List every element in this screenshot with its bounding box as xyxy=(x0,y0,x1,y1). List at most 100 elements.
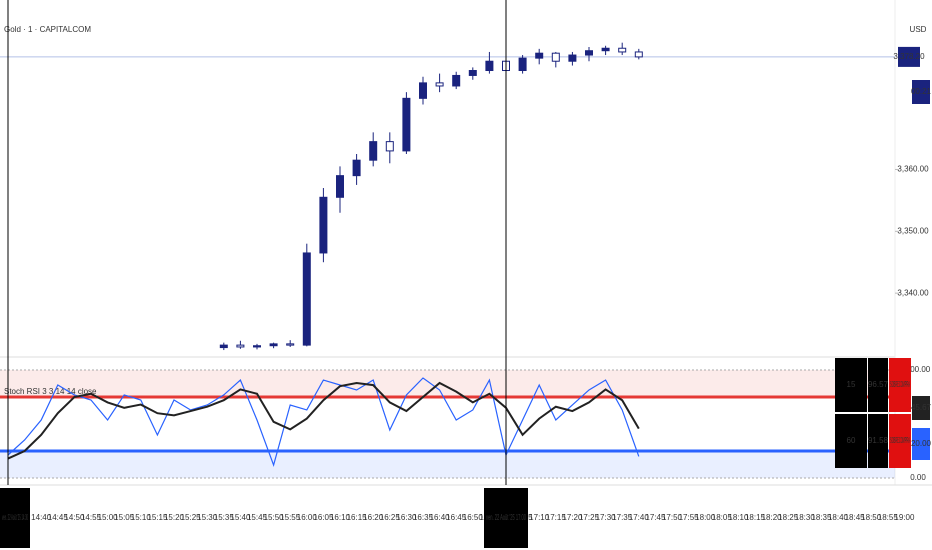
x-tick-label: 18:40 xyxy=(828,513,849,522)
table-text: SOBRECOMPRA xyxy=(890,380,910,389)
x-tick-label: 16:30 xyxy=(396,513,417,522)
indicator-title: Stoch RSI 3 3 14 14 close xyxy=(4,387,97,396)
x-tick-label: 15:30 xyxy=(197,513,218,522)
x-tick-label: 19:00 xyxy=(894,513,915,522)
x-tick-label: 14:50 xyxy=(64,513,85,522)
candle-body xyxy=(485,60,494,72)
x-tick-label: 18:00 xyxy=(695,513,716,522)
x-tick-label: 15:40 xyxy=(230,513,251,522)
countdown: 00:21 xyxy=(911,87,932,96)
candle-body xyxy=(618,47,627,53)
x-tick-label: 16:10 xyxy=(330,513,351,522)
x-tick-label: 17:10 xyxy=(529,513,550,522)
x-tick-label: 17:25 xyxy=(579,513,600,522)
value-label: 20.00 xyxy=(911,439,932,448)
x-tick-label: 15:20 xyxy=(164,513,185,522)
x-tick-label: 18:15 xyxy=(745,513,766,522)
x-tick-label: 17:50 xyxy=(662,513,683,522)
x-tick-label: 15:05 xyxy=(114,513,135,522)
x-tick-label: 18:30 xyxy=(795,513,816,522)
candle-body xyxy=(551,52,560,62)
indicator-line xyxy=(7,377,640,467)
x-tick-label: 15:45 xyxy=(247,513,268,522)
candle-body xyxy=(402,97,411,152)
x-tick-label: 17:35 xyxy=(612,513,633,522)
x-tick-label: 16:25 xyxy=(380,513,401,522)
x-tick-label: 18:25 xyxy=(778,513,799,522)
currency: USD xyxy=(910,25,927,34)
x-tick-label: 15:50 xyxy=(264,513,285,522)
value-box xyxy=(912,428,930,460)
table-cell xyxy=(835,414,867,468)
y-tick-label: 3,360.00 xyxy=(897,165,929,174)
candle-body xyxy=(419,82,427,99)
candle-body xyxy=(435,82,444,87)
y-tick-label: 0.00 xyxy=(910,473,926,482)
x-tick-label: 16:35 xyxy=(413,513,434,522)
candle-body xyxy=(253,345,261,348)
countdown-box xyxy=(912,80,930,104)
x-tick-label: 16:40 xyxy=(430,513,451,522)
x-tick-label: 18:10 xyxy=(728,513,749,522)
table-cell xyxy=(835,358,867,412)
crosshair-label-box xyxy=(0,488,30,548)
table-text: 60 xyxy=(847,436,856,445)
candle-body xyxy=(585,50,593,56)
x-tick-label: 16:45 xyxy=(446,513,467,522)
table-cell xyxy=(868,358,888,412)
table-text: 96.57 xyxy=(868,380,889,389)
candle-body xyxy=(319,196,328,254)
y-tick-label: 3,350.00 xyxy=(897,226,929,235)
candle-body xyxy=(385,141,394,152)
x-tick-label: 14:55 xyxy=(81,513,102,522)
candle-body xyxy=(634,51,643,58)
x-tick-label: 18:05 xyxy=(712,513,733,522)
value-box xyxy=(912,396,930,420)
table-cell xyxy=(889,414,911,468)
oversold-zone xyxy=(0,451,895,478)
x-tick-label: 15:10 xyxy=(131,513,152,522)
candle-body xyxy=(601,47,610,52)
chart-title: Gold · 1 · CAPITALCOM xyxy=(4,25,91,34)
x-tick-label: 15:00 xyxy=(98,513,119,522)
candle-body xyxy=(369,141,378,161)
x-tick-label: 16:20 xyxy=(363,513,384,522)
x-tick-label: 16:15 xyxy=(347,513,368,522)
x-tick-label: 14:45 xyxy=(48,513,69,522)
x-tick-label: 18:35 xyxy=(811,513,832,522)
x-tick-label: 17:45 xyxy=(645,513,666,522)
x-tick-label: 16:00 xyxy=(297,513,318,522)
x-tick-label: 18:55 xyxy=(878,513,899,522)
crosshair-label-box xyxy=(484,488,528,548)
candle-body xyxy=(269,343,278,347)
x-tick-label: 17:20 xyxy=(562,513,583,522)
candle-body xyxy=(286,343,295,346)
x-tick-label: 17:40 xyxy=(629,513,650,522)
candle-body xyxy=(452,74,461,87)
table-cell xyxy=(889,358,911,412)
value-label: 45.67 xyxy=(911,403,932,412)
overbought-zone xyxy=(0,370,895,397)
table-text: SOBRECOMPRA xyxy=(890,436,910,445)
x-tick-label: 17:15 xyxy=(546,513,567,522)
indicator-line xyxy=(7,381,640,460)
candle-body xyxy=(535,52,544,59)
x-tick-label: 17:30 xyxy=(596,513,617,522)
crosshair-label: ven. 22 Août '25 14:30 xyxy=(2,513,28,522)
candle-body xyxy=(236,344,245,348)
x-tick-label: 15:25 xyxy=(181,513,202,522)
candle-body xyxy=(468,70,477,76)
candle-body xyxy=(518,57,527,72)
x-tick-label: 14:40 xyxy=(31,513,52,522)
table-text: 91.58 xyxy=(868,436,889,445)
candle-body xyxy=(302,252,311,346)
candle-body xyxy=(352,159,361,177)
crosshair-label: ven. 22 Août '25 17:00 xyxy=(486,513,526,522)
table-cell xyxy=(868,414,888,468)
table-text: 15 xyxy=(847,380,856,389)
x-tick-label: 18:50 xyxy=(861,513,882,522)
candle-body xyxy=(219,344,228,349)
x-tick-label: 18:45 xyxy=(845,513,866,522)
